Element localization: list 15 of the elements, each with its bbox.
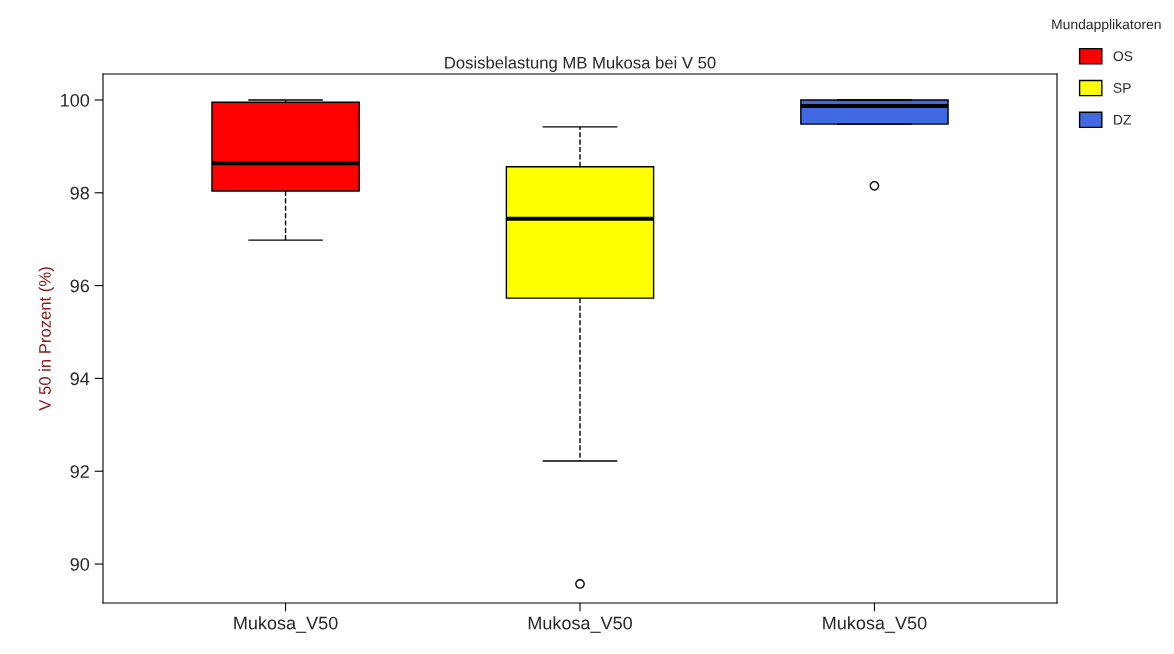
x-tick-label: Mukosa_V50 (528, 616, 632, 633)
y-tick-label: 94 (70, 372, 90, 386)
y-tick-label: 92 (70, 465, 89, 478)
y-tick-label: 98 (70, 186, 90, 200)
legend-title: Mundapplikatoren (1052, 19, 1161, 32)
x-tick-label: Mukosa_V50 (823, 616, 927, 633)
y-tick-label: 96 (70, 279, 90, 293)
y-axis-title: V 50 in Prozent (%) (38, 267, 55, 411)
legend-label: OS (1113, 51, 1133, 62)
legend-label: DZ (1114, 114, 1132, 125)
legend-label: SP (1113, 82, 1131, 93)
y-tick-label: 100 (61, 93, 90, 107)
x-tick-label: Mukosa_V50 (234, 616, 338, 633)
y-tick-label: 90 (70, 557, 90, 571)
chart-title: Dosisbelastung MB Mukosa bei V 50 (445, 56, 716, 72)
